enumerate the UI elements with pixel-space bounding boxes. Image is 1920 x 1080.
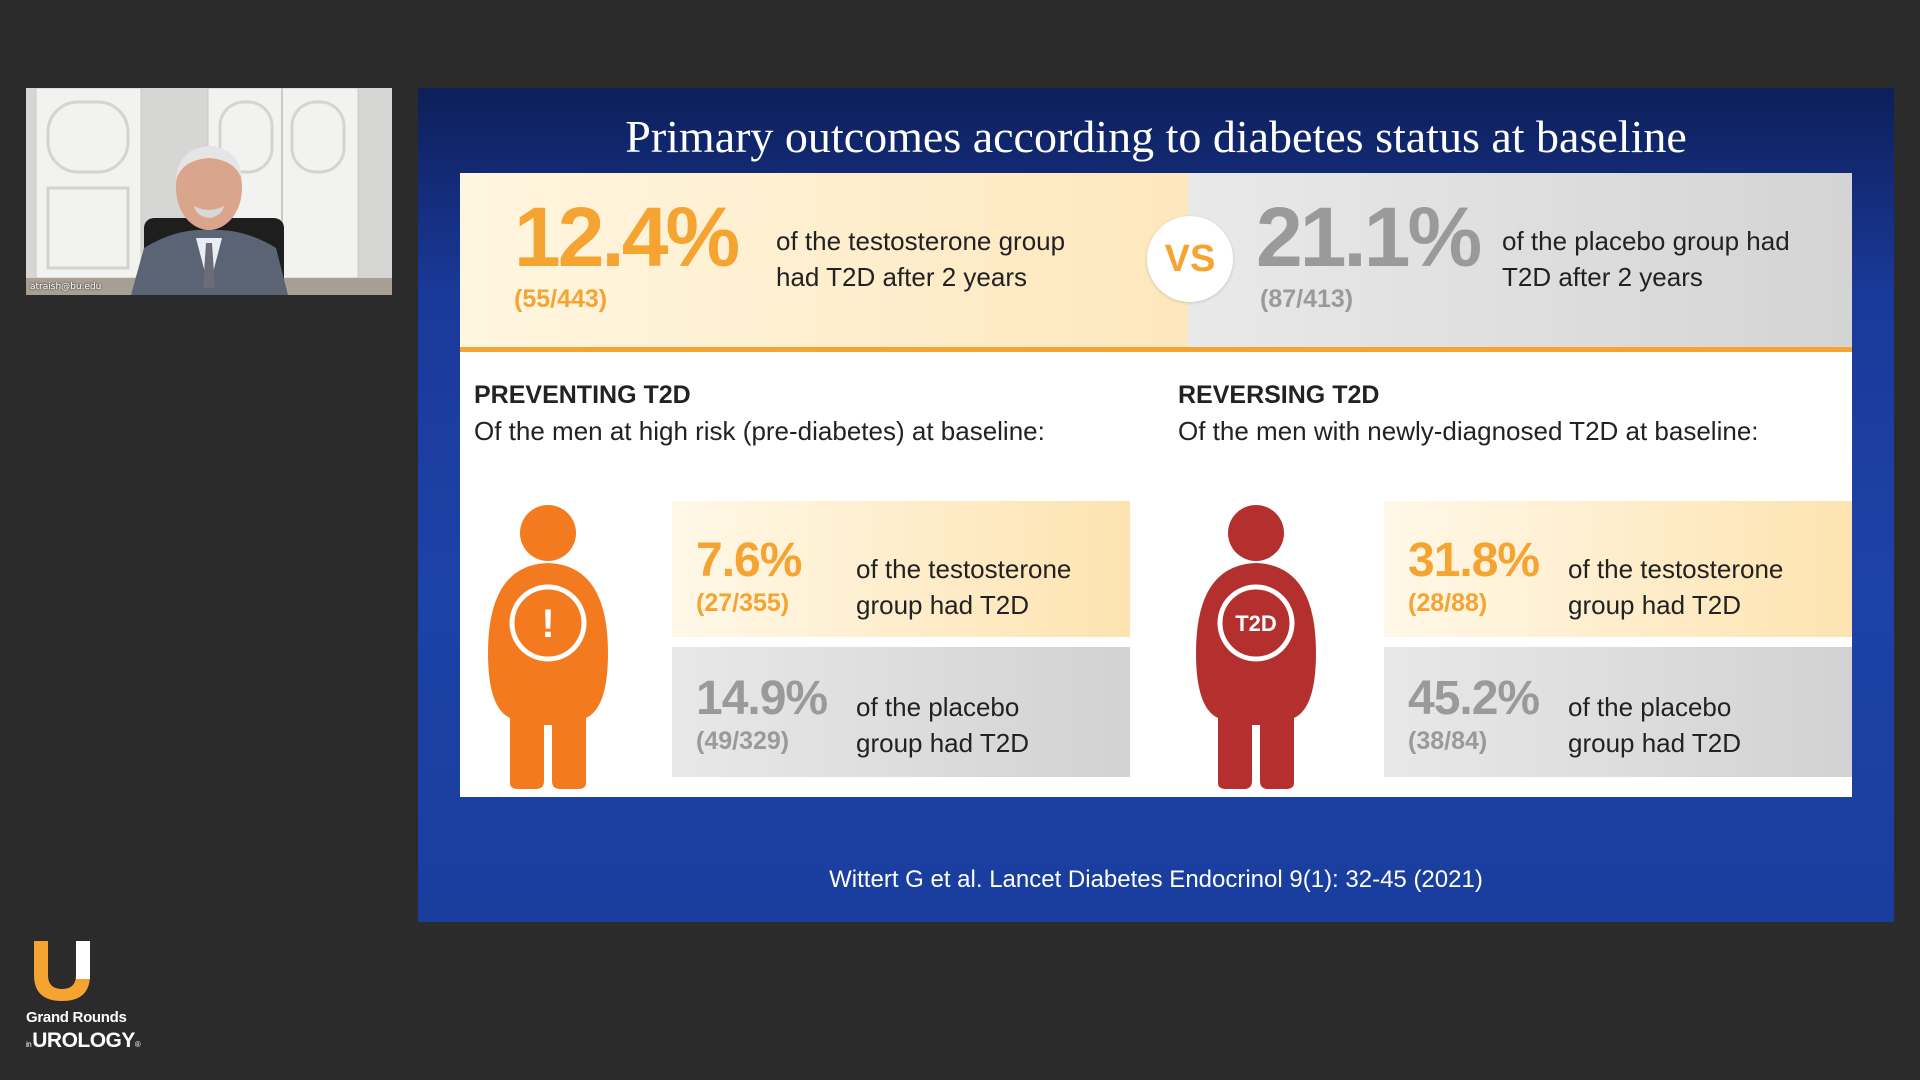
presenter-video-image	[26, 88, 392, 295]
testosterone-overall-percent: 12.4%	[514, 190, 740, 284]
grand-rounds-logo: Grand Rounds inUROLOGY®	[26, 935, 141, 1052]
reversing-testosterone-fraction: (28/88)	[1408, 589, 1488, 617]
placebo-overall-desc: of the placebo group had T2D after 2 yea…	[1502, 223, 1790, 295]
prediabetes-person-icon: !	[488, 505, 608, 789]
reversing-placebo-box: 45.2% (38/84) of the placebo group had T…	[1384, 647, 1852, 777]
logo-urology: UROLOGY	[32, 1029, 135, 1052]
testosterone-overall-fraction: (55/443)	[514, 285, 608, 313]
placebo-overall-panel	[1188, 173, 1852, 347]
vs-badge: VS	[1147, 216, 1233, 302]
testosterone-overall-desc-line1: of the testosterone group	[776, 226, 1066, 256]
reversing-testosterone-desc: of the testosterone group had T2D	[1568, 551, 1783, 623]
presenter-name: atraish@bu.edu	[30, 282, 102, 292]
preventing-testosterone-desc-line2: group had T2D	[856, 590, 1029, 620]
preventing-testosterone-percent: 7.6%	[696, 534, 802, 587]
preventing-placebo-desc: of the placebo group had T2D	[856, 689, 1029, 761]
placebo-overall-desc-line2: T2D after 2 years	[1502, 262, 1703, 292]
preventing-placebo-desc-line1: of the placebo	[856, 692, 1020, 722]
preventing-placebo-desc-line2: group had T2D	[856, 728, 1029, 758]
presentation-slide: Primary outcomes according to diabetes s…	[418, 88, 1894, 922]
reversing-testosterone-desc-line2: group had T2D	[1568, 590, 1741, 620]
reversing-placebo-fraction: (38/84)	[1408, 727, 1488, 755]
placebo-overall-percent: 21.1%	[1256, 190, 1482, 284]
reversing-heading: REVERSING T2D	[1178, 381, 1380, 409]
u-logo-icon	[34, 941, 90, 1001]
reversing-testosterone-percent: 31.8%	[1408, 534, 1540, 587]
reversing-subheading: Of the men with newly-diagnosed T2D at b…	[1178, 416, 1759, 446]
testosterone-overall-desc: of the testosterone group had T2D after …	[776, 223, 1065, 295]
reversing-placebo-percent: 45.2%	[1408, 672, 1540, 725]
logo-line-1: Grand Rounds	[26, 1009, 127, 1026]
presenter-video: atraish@bu.edu	[26, 88, 392, 295]
testosterone-overall-panel	[460, 173, 1188, 347]
reversing-placebo-desc: of the placebo group had T2D	[1568, 689, 1741, 761]
overall-comparison: 12.4% (55/443) of the testosterone group…	[460, 173, 1852, 352]
reversing-testosterone-box: 31.8% (28/88) of the testosterone group …	[1384, 501, 1852, 637]
logo-line-2: inUROLOGY®	[26, 1029, 141, 1053]
preventing-testosterone-desc-line1: of the testosterone	[856, 554, 1072, 584]
slide-title: Primary outcomes according to diabetes s…	[625, 111, 1687, 162]
t2d-icon: T2D	[1235, 611, 1277, 636]
t2d-person-icon: T2D	[1196, 505, 1316, 789]
preventing-testosterone-desc: of the testosterone group had T2D	[856, 551, 1071, 623]
preventing-subheading: Of the men at high risk (pre-diabetes) a…	[474, 416, 1045, 446]
logo-registered-mark: ®	[134, 1040, 141, 1049]
logo-in: in	[26, 1040, 32, 1049]
placebo-overall-desc-line1: of the placebo group had	[1502, 226, 1790, 256]
reversing-placebo-desc-line2: group had T2D	[1568, 728, 1741, 758]
preventing-testosterone-fraction: (27/355)	[696, 589, 790, 617]
reversing-testosterone-desc-line1: of the testosterone	[1568, 554, 1784, 584]
exclamation-icon: !	[541, 602, 554, 646]
citation: Wittert G et al. Lancet Diabetes Endocri…	[829, 866, 1483, 893]
testosterone-overall-desc-line2: had T2D after 2 years	[776, 262, 1027, 292]
infographic-card: 12.4% (55/443) of the testosterone group…	[460, 173, 1852, 797]
reversing-placebo-desc-line1: of the placebo	[1568, 692, 1732, 722]
preventing-placebo-percent: 14.9%	[696, 672, 828, 725]
preventing-heading: PREVENTING T2D	[474, 381, 691, 409]
placebo-overall-fraction: (87/413)	[1260, 285, 1354, 313]
preventing-placebo-fraction: (49/329)	[696, 727, 790, 755]
preventing-placebo-box: 14.9% (49/329) of the placebo group had …	[672, 647, 1130, 777]
preventing-testosterone-box: 7.6% (27/355) of the testosterone group …	[672, 501, 1130, 637]
